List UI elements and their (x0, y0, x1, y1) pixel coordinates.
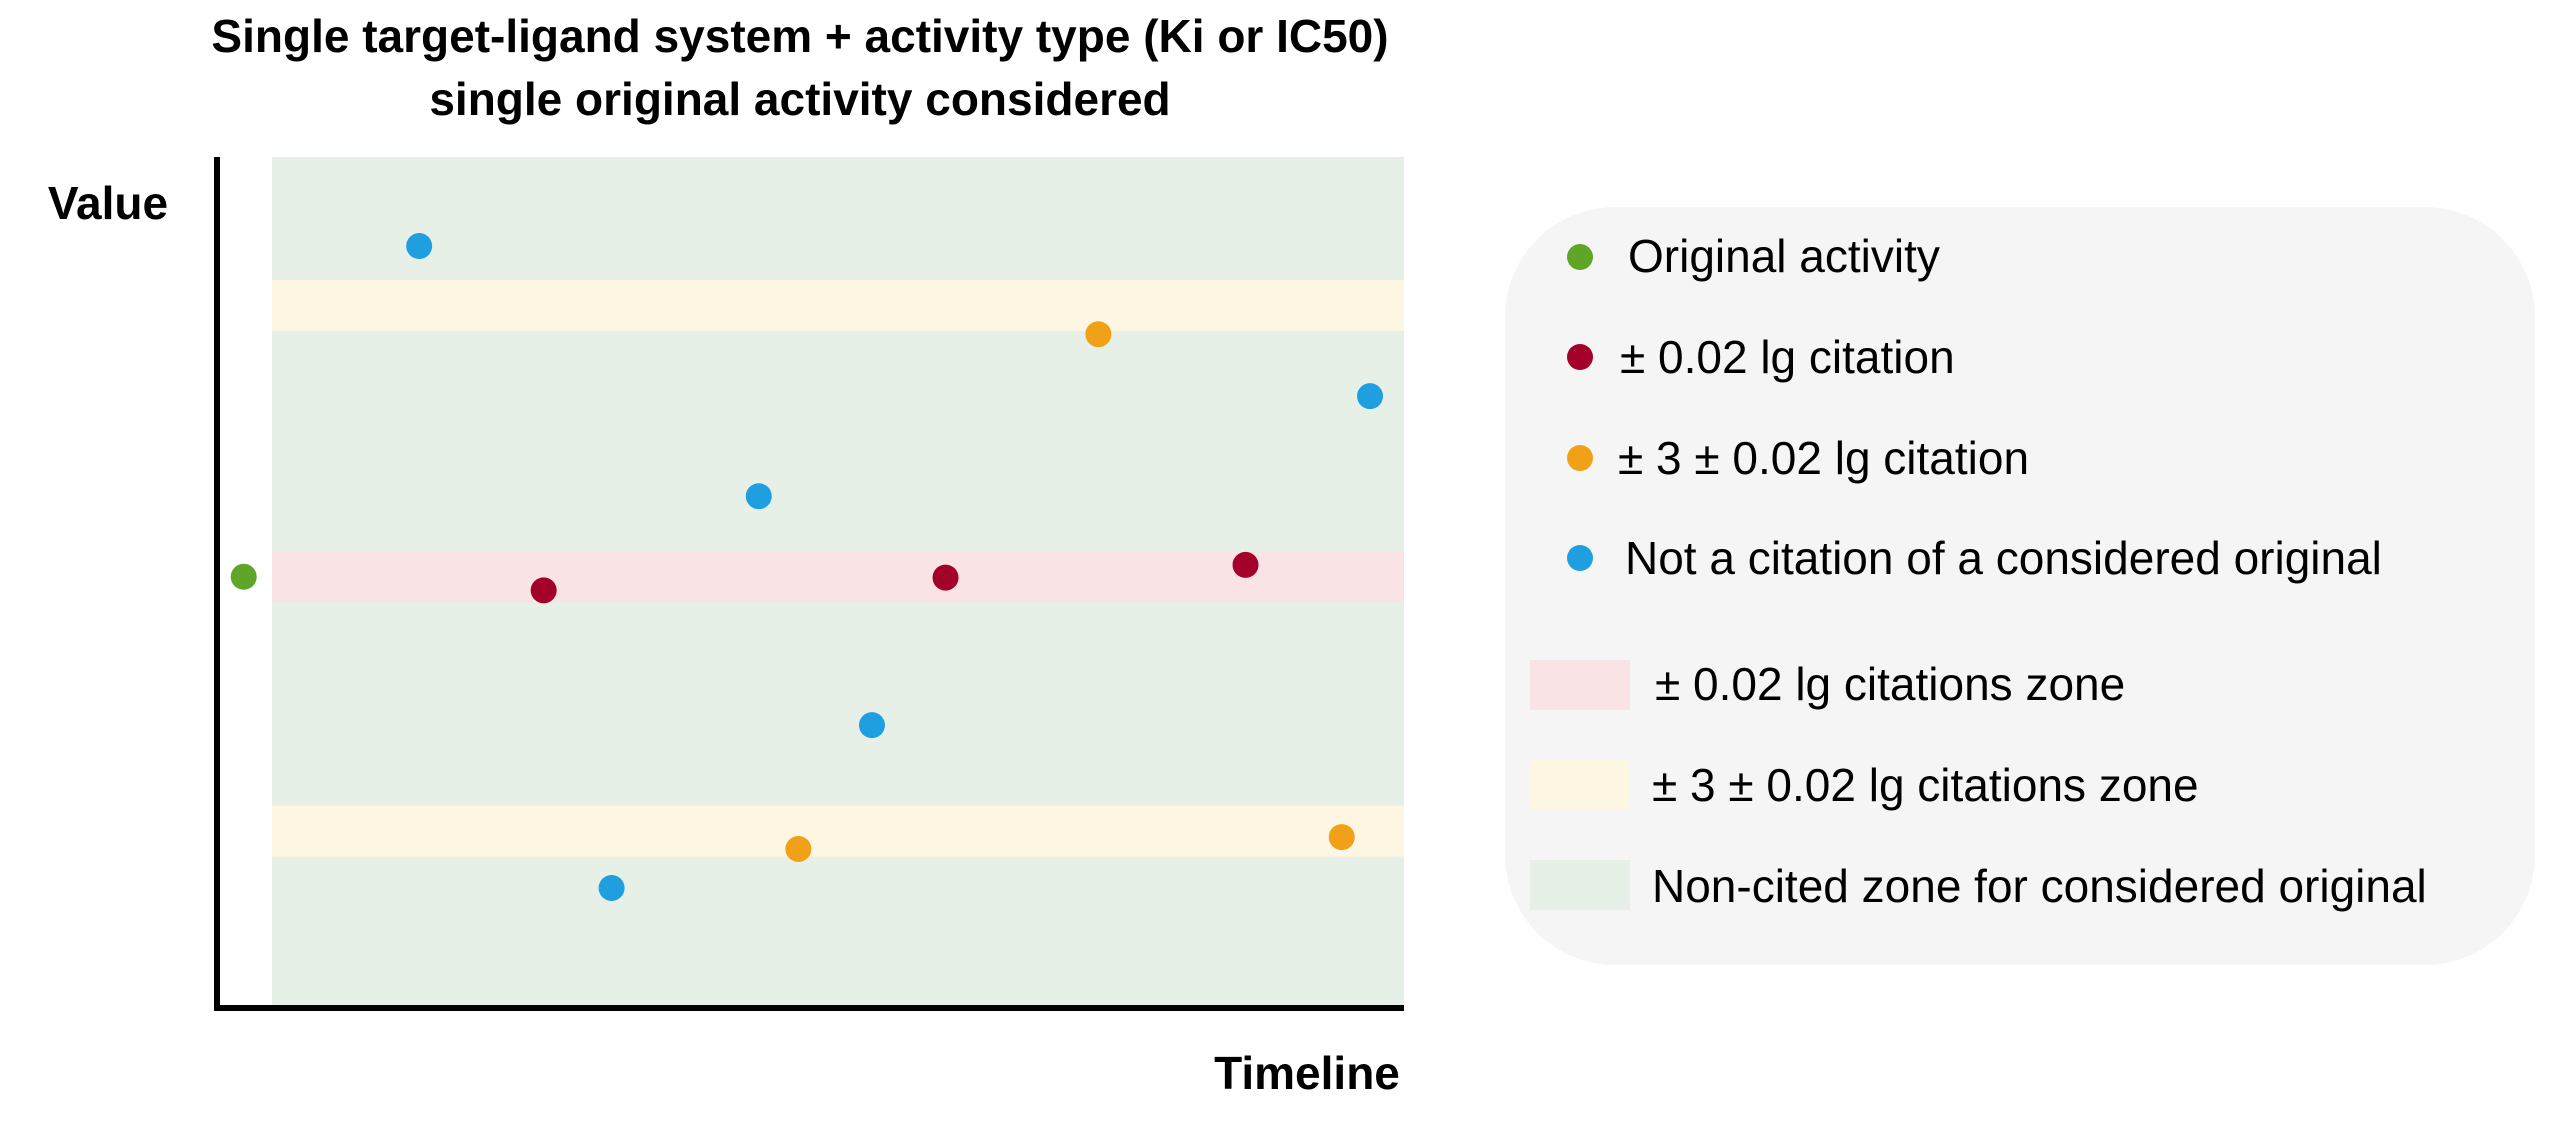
legend-marker-not-citation (1567, 545, 1593, 571)
zone-band-zone-shifted-1 (272, 279, 1404, 331)
legend-label-zone-noncited: Non-cited zone for considered original (1652, 860, 2427, 912)
x-axis-label: Timeline (1214, 1047, 1400, 1099)
legend-label-original: Original activity (1628, 230, 1940, 282)
legend-item-not-citation: Not a citation of a considered original (1567, 532, 2382, 584)
legend: Original activity ± 0.02 lg citation ± 3… (1505, 207, 2535, 965)
legend-label-citation: ± 0.02 lg citation (1620, 331, 1955, 383)
legend-item-citation: ± 0.02 lg citation (1567, 331, 1955, 383)
data-point-not-citation-3 (598, 874, 625, 901)
legend-label-shifted-citation: ± 3 ± 0.02 lg citation (1618, 432, 2029, 484)
legend-marker-shifted-citation (1567, 445, 1593, 471)
data-point-not-citation-4 (745, 483, 772, 510)
data-point-not-citation-6 (858, 712, 885, 739)
zone-band-zone-shifted-3 (272, 805, 1404, 857)
data-point-citation-9 (1232, 551, 1259, 578)
data-point-shifted-citation-5 (785, 835, 812, 862)
legend-label-zone-shifted: ± 3 ± 0.02 lg citations zone (1652, 759, 2199, 811)
legend-label-zone-citation: ± 0.02 lg citations zone (1655, 658, 2125, 710)
points-layer (230, 233, 1384, 901)
legend-item-shifted-citation: ± 3 ± 0.02 lg citation (1567, 432, 2029, 484)
zones-layer (272, 157, 1404, 1005)
y-axis-label: Value (48, 177, 168, 229)
legend-background (1505, 207, 2535, 965)
zone-band-zone-citation-2 (272, 551, 1404, 603)
legend-item-zone-shifted: ± 3 ± 0.02 lg citations zone (1530, 759, 2199, 811)
data-point-citation-7 (932, 564, 959, 591)
legend-item-zone-noncited: Non-cited zone for considered original (1530, 860, 2427, 912)
title-line-1: Single target-ligand system + activity t… (211, 10, 1388, 62)
legend-marker-citation (1567, 344, 1593, 370)
data-point-not-citation-1 (406, 233, 433, 260)
legend-swatch-zone-noncited (1530, 860, 1630, 910)
legend-item-original: Original activity (1567, 230, 1940, 282)
data-point-not-citation-11 (1357, 383, 1384, 410)
data-point-shifted-citation-8 (1085, 321, 1112, 348)
legend-item-zone-citation: ± 0.02 lg citations zone (1530, 658, 2125, 710)
legend-marker-original (1567, 244, 1593, 270)
data-point-original-0 (230, 563, 257, 590)
data-point-shifted-citation-10 (1328, 824, 1355, 851)
legend-label-not-citation: Not a citation of a considered original (1625, 532, 2382, 584)
legend-swatch-zone-citation (1530, 660, 1630, 710)
title-line-2: single original activity considered (429, 73, 1170, 125)
legend-swatch-zone-shifted (1530, 760, 1630, 810)
plot-area (214, 157, 1404, 1011)
data-point-citation-2 (530, 577, 557, 604)
